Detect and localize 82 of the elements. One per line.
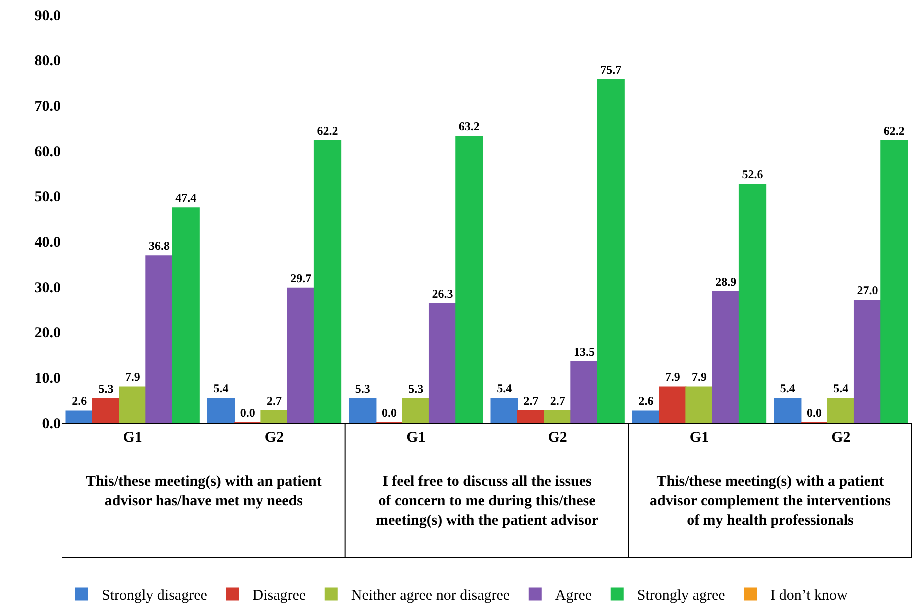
text: I feel free to discuss all the issues of concern to me during this/these meeting(s) with the patient advisor — [376, 474, 599, 529]
bar — [774, 398, 802, 423]
bar — [349, 398, 377, 423]
data-label: 2.6 — [72, 394, 88, 408]
bar — [119, 386, 147, 423]
bar — [287, 288, 315, 423]
bar — [544, 410, 572, 423]
data-label: 2.7 — [524, 394, 539, 408]
x-tick-label: G2 — [264, 430, 284, 446]
y-tick-label: 20.0 — [34, 326, 61, 342]
bar — [146, 256, 174, 423]
text: This/these meeting(s) with an patient advisor has/have met my needs — [86, 474, 322, 510]
bar — [490, 398, 518, 423]
bar — [207, 398, 236, 423]
x-tick-label: G1 — [406, 430, 426, 446]
data-label: 27.0 — [857, 284, 878, 298]
data-label: 13.5 — [574, 344, 595, 359]
data-label: 7.9 — [125, 370, 140, 384]
y-tick-label: 80.0 — [34, 54, 61, 70]
bar — [686, 386, 714, 423]
data-label: 75.7 — [600, 62, 622, 77]
y-tick-label: 0.0 — [42, 416, 61, 432]
bar — [854, 300, 882, 423]
bar — [402, 398, 430, 423]
data-label: 0.0 — [240, 406, 256, 420]
data-label: 26.3 — [432, 286, 454, 301]
bar — [456, 136, 484, 423]
legend-label: Strongly disagree — [102, 588, 208, 604]
bar — [880, 140, 908, 423]
bar — [92, 398, 120, 423]
data-label: 5.3 — [355, 382, 370, 396]
data-label: 5.4 — [214, 382, 229, 396]
bar — [314, 140, 342, 423]
data-label: 52.6 — [742, 168, 764, 182]
x-tick-label: G1 — [123, 430, 142, 446]
y-tick-label: 30.0 — [34, 280, 61, 296]
bar — [428, 303, 457, 423]
data-label: 5.4 — [780, 382, 796, 396]
y-tick-label: 10.0 — [34, 370, 61, 387]
legend-label: Neither agree nor disagree — [351, 588, 510, 604]
y-tick-label: 50.0 — [34, 190, 61, 206]
data-label: 5.4 — [834, 382, 849, 396]
data-label: 29.7 — [290, 271, 312, 286]
data-label: 5.4 — [497, 382, 512, 396]
bar — [66, 410, 94, 423]
legend-label: Disagree — [252, 588, 306, 604]
bar — [172, 208, 200, 423]
text: This/these meeting(s) with a patient advisor complement the interventions of my health professionals — [650, 474, 892, 529]
bar — [738, 184, 767, 423]
bar — [570, 361, 598, 423]
x-tick-label: G2 — [548, 430, 568, 446]
data-label: 36.8 — [148, 239, 170, 254]
data-label: 2.7 — [550, 394, 566, 408]
bar — [712, 291, 740, 423]
bar — [517, 410, 546, 423]
y-tick-label: 40.0 — [34, 234, 61, 251]
bar — [659, 386, 687, 423]
bar — [597, 79, 625, 423]
bar — [632, 410, 660, 423]
legend-label: I don’t know — [770, 588, 848, 604]
data-label: 2.7 — [267, 394, 282, 408]
data-label: 62.2 — [317, 124, 338, 138]
y-tick-label: 90.0 — [34, 8, 61, 24]
y-tick-label: 60.0 — [34, 144, 61, 160]
data-label: 0.0 — [807, 406, 822, 420]
data-label: 7.9 — [665, 370, 680, 384]
data-label: 47.4 — [176, 191, 197, 206]
legend-label: Agree — [555, 588, 592, 604]
data-label: 5.3 — [408, 382, 424, 396]
x-tick-label: G1 — [690, 430, 710, 446]
data-label: 5.3 — [98, 382, 114, 396]
data-label: 7.9 — [692, 370, 707, 384]
data-label: 2.6 — [638, 394, 654, 408]
data-label: 0.0 — [382, 406, 398, 420]
data-label: 28.9 — [716, 274, 737, 289]
x-tick-label: G2 — [832, 430, 851, 446]
bar — [260, 410, 288, 423]
data-label: 63.2 — [458, 119, 480, 134]
legend-label: Strongly agree — [637, 588, 726, 604]
data-label: 62.2 — [884, 124, 905, 138]
y-tick-label: 70.0 — [34, 98, 61, 115]
bar — [827, 398, 855, 423]
